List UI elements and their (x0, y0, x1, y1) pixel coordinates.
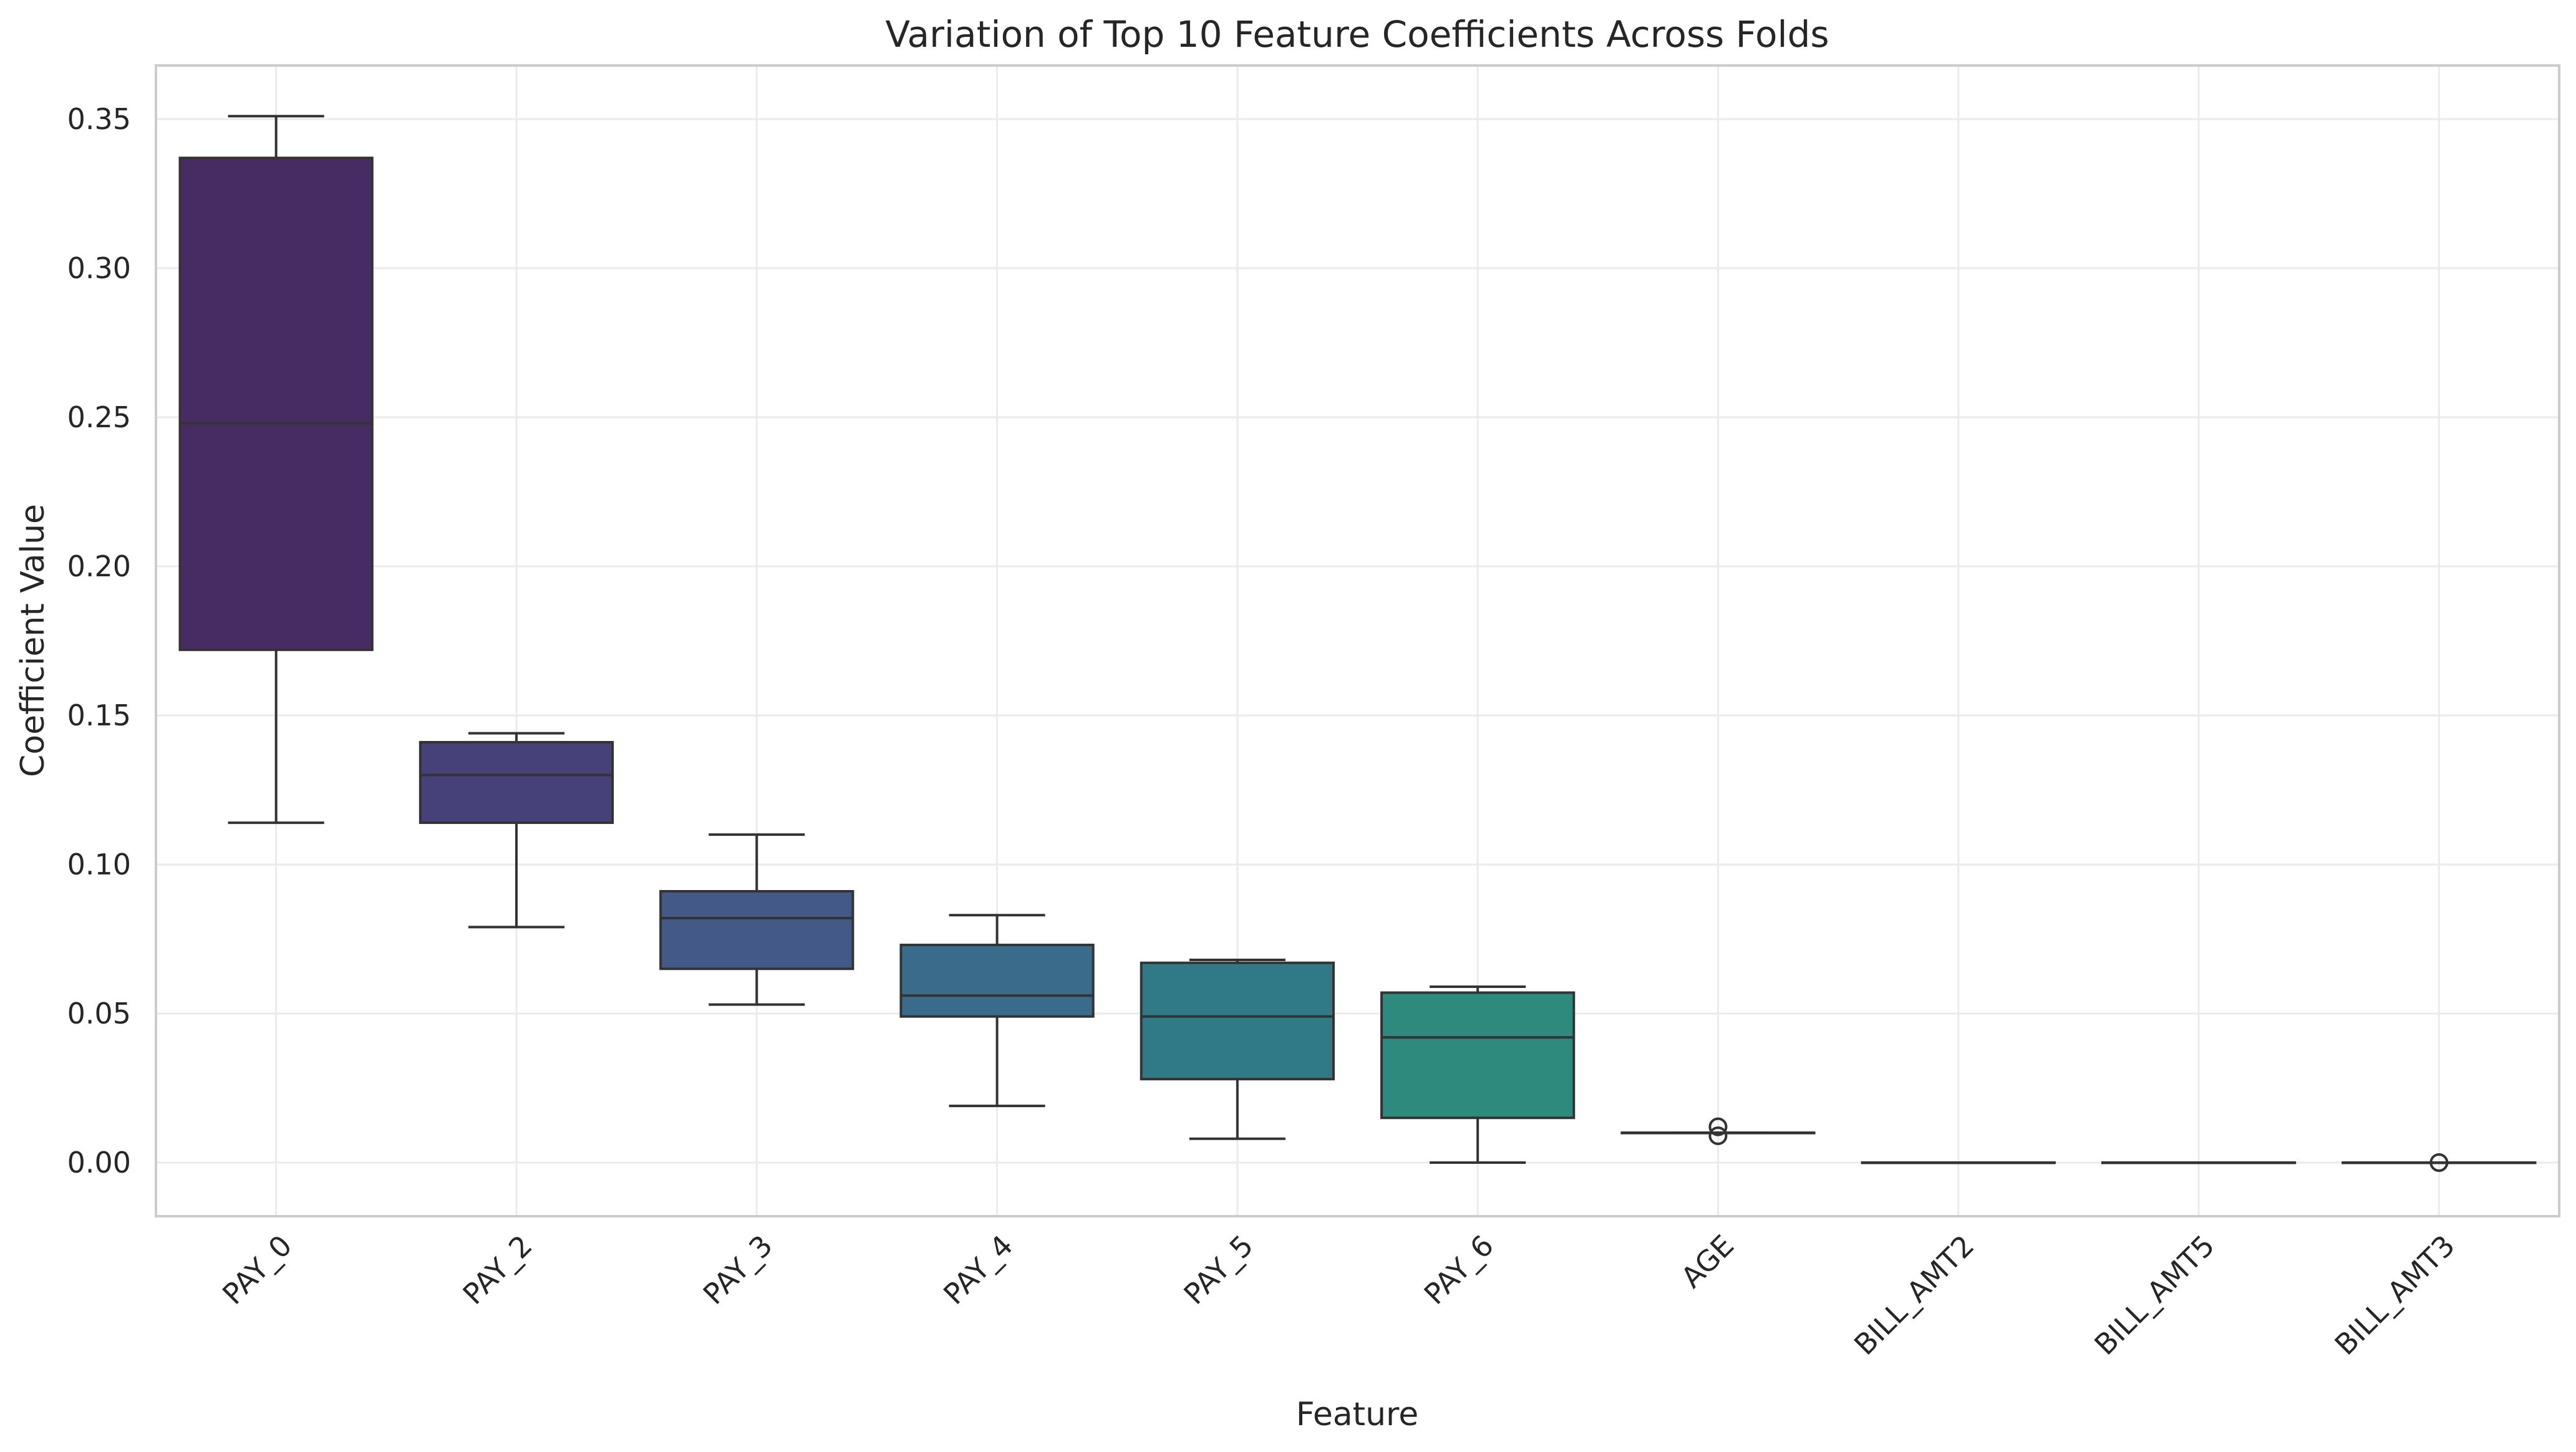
chart-title: Variation of Top 10 Feature Coefficients… (885, 13, 1829, 56)
x-tick-label: BILL_AMT3 (2328, 1229, 2461, 1362)
box-group (1380, 985, 1576, 1164)
box-iqr (1140, 961, 1335, 1081)
box-group (899, 914, 1095, 1108)
box-group (2341, 1153, 2537, 1172)
x-tick-label: BILL_AMT2 (1847, 1229, 1980, 1362)
y-tick-label: 0.10 (67, 848, 131, 881)
outlier-point (2429, 1153, 2449, 1172)
y-tick-label: 0.35 (67, 102, 131, 136)
box-iqr (899, 944, 1095, 1018)
box-group (1620, 1117, 1816, 1145)
y-tick-label: 0.25 (67, 400, 131, 434)
box-group (1140, 958, 1335, 1140)
box-group (659, 833, 855, 1006)
x-tick-label: PAY_5 (1177, 1229, 1259, 1311)
box-iqr (1380, 991, 1576, 1120)
y-axis-ticks: 0.00 0.05 0.10 0.15 0.20 0.25 0.30 0.35 (67, 102, 131, 1179)
outlier-point (1708, 1117, 1728, 1136)
box-series (178, 115, 2537, 1172)
y-tick-label: 0.15 (67, 699, 131, 732)
y-tick-label: 0.05 (67, 997, 131, 1030)
x-tick-label: PAY_3 (697, 1229, 779, 1311)
x-tick-label: PAY_6 (1418, 1229, 1500, 1311)
x-tick-label: PAY_2 (456, 1229, 538, 1311)
y-tick-label: 0.20 (67, 549, 131, 583)
y-axis-label: Coefficient Value (14, 504, 52, 777)
x-tick-label: AGE (1675, 1229, 1741, 1295)
outlier-point (1708, 1126, 1728, 1145)
box-iqr (419, 741, 614, 825)
x-tick-label: PAY_0 (216, 1229, 298, 1311)
y-tick-label: 0.00 (67, 1146, 131, 1179)
y-tick-label: 0.30 (67, 251, 131, 285)
box-group (419, 732, 614, 929)
box-iqr (659, 890, 855, 970)
box-iqr (178, 157, 374, 651)
plot-frame (155, 64, 2560, 1217)
x-axis-label: Feature (1296, 1396, 1419, 1433)
box-group (178, 115, 374, 825)
x-tick-label: BILL_AMT5 (2088, 1229, 2220, 1362)
x-axis-ticks: PAY_0 PAY_2 PAY_3 PAY_4 PAY_5 PAY_6 AGE BILL_AM… (216, 1229, 2461, 1362)
x-tick-label: PAY_4 (937, 1229, 1019, 1311)
plot-area (156, 65, 2559, 1216)
